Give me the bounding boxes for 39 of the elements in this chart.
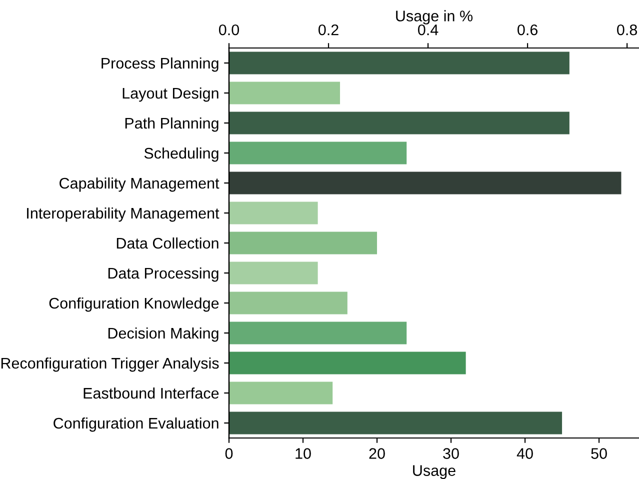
bar (229, 52, 570, 74)
x-tick-label: 0 (225, 448, 233, 459)
x-axis-title: Usage (413, 465, 456, 479)
bar (229, 112, 570, 134)
y-tick-label: Configuration Knowledge (49, 297, 219, 312)
bar (229, 352, 466, 374)
y-tick-label: Reconfiguration Trigger Analysis (1, 357, 219, 372)
y-tick-label: Decision Making (108, 327, 218, 342)
x-tick-label: 30 (443, 448, 459, 459)
bar (229, 172, 622, 194)
bar (229, 292, 348, 314)
y-tick-label: Path Planning (125, 117, 218, 132)
bar (229, 412, 562, 434)
x2-tick-label: 0.6 (518, 24, 538, 36)
x2-tick-label: 0.4 (418, 24, 438, 36)
y-tick-label: Data Processing (108, 267, 218, 282)
x2-tick-label: 0.2 (318, 24, 338, 36)
bar (229, 82, 340, 104)
bar (229, 262, 318, 284)
y-tick-label: Scheduling (144, 147, 218, 162)
x2-tick-label: 0.8 (617, 24, 638, 36)
x-tick-label: 40 (516, 448, 533, 459)
x2-tick-label: 0.0 (218, 24, 240, 36)
bar (229, 202, 318, 224)
x-tick-label: 10 (296, 448, 311, 459)
y-tick-label: Configuration Evaluation (54, 417, 218, 432)
x-tick-label: 50 (591, 448, 607, 459)
bar (229, 382, 333, 404)
x-tick-label: 20 (369, 448, 385, 459)
bar (229, 142, 407, 164)
y-tick-label: Eastbound Interface (84, 387, 219, 399)
x2-axis-title: Usage in % (396, 10, 473, 24)
y-tick-label: Capability Management (60, 177, 220, 192)
y-tick-label: Layout Design (122, 87, 218, 102)
y-tick-label: Data Collection (116, 237, 218, 249)
y-tick-label: Process Planning (102, 57, 218, 72)
bar (229, 322, 407, 344)
bar (229, 232, 378, 254)
y-tick-label: Interoperability Management (27, 207, 220, 222)
